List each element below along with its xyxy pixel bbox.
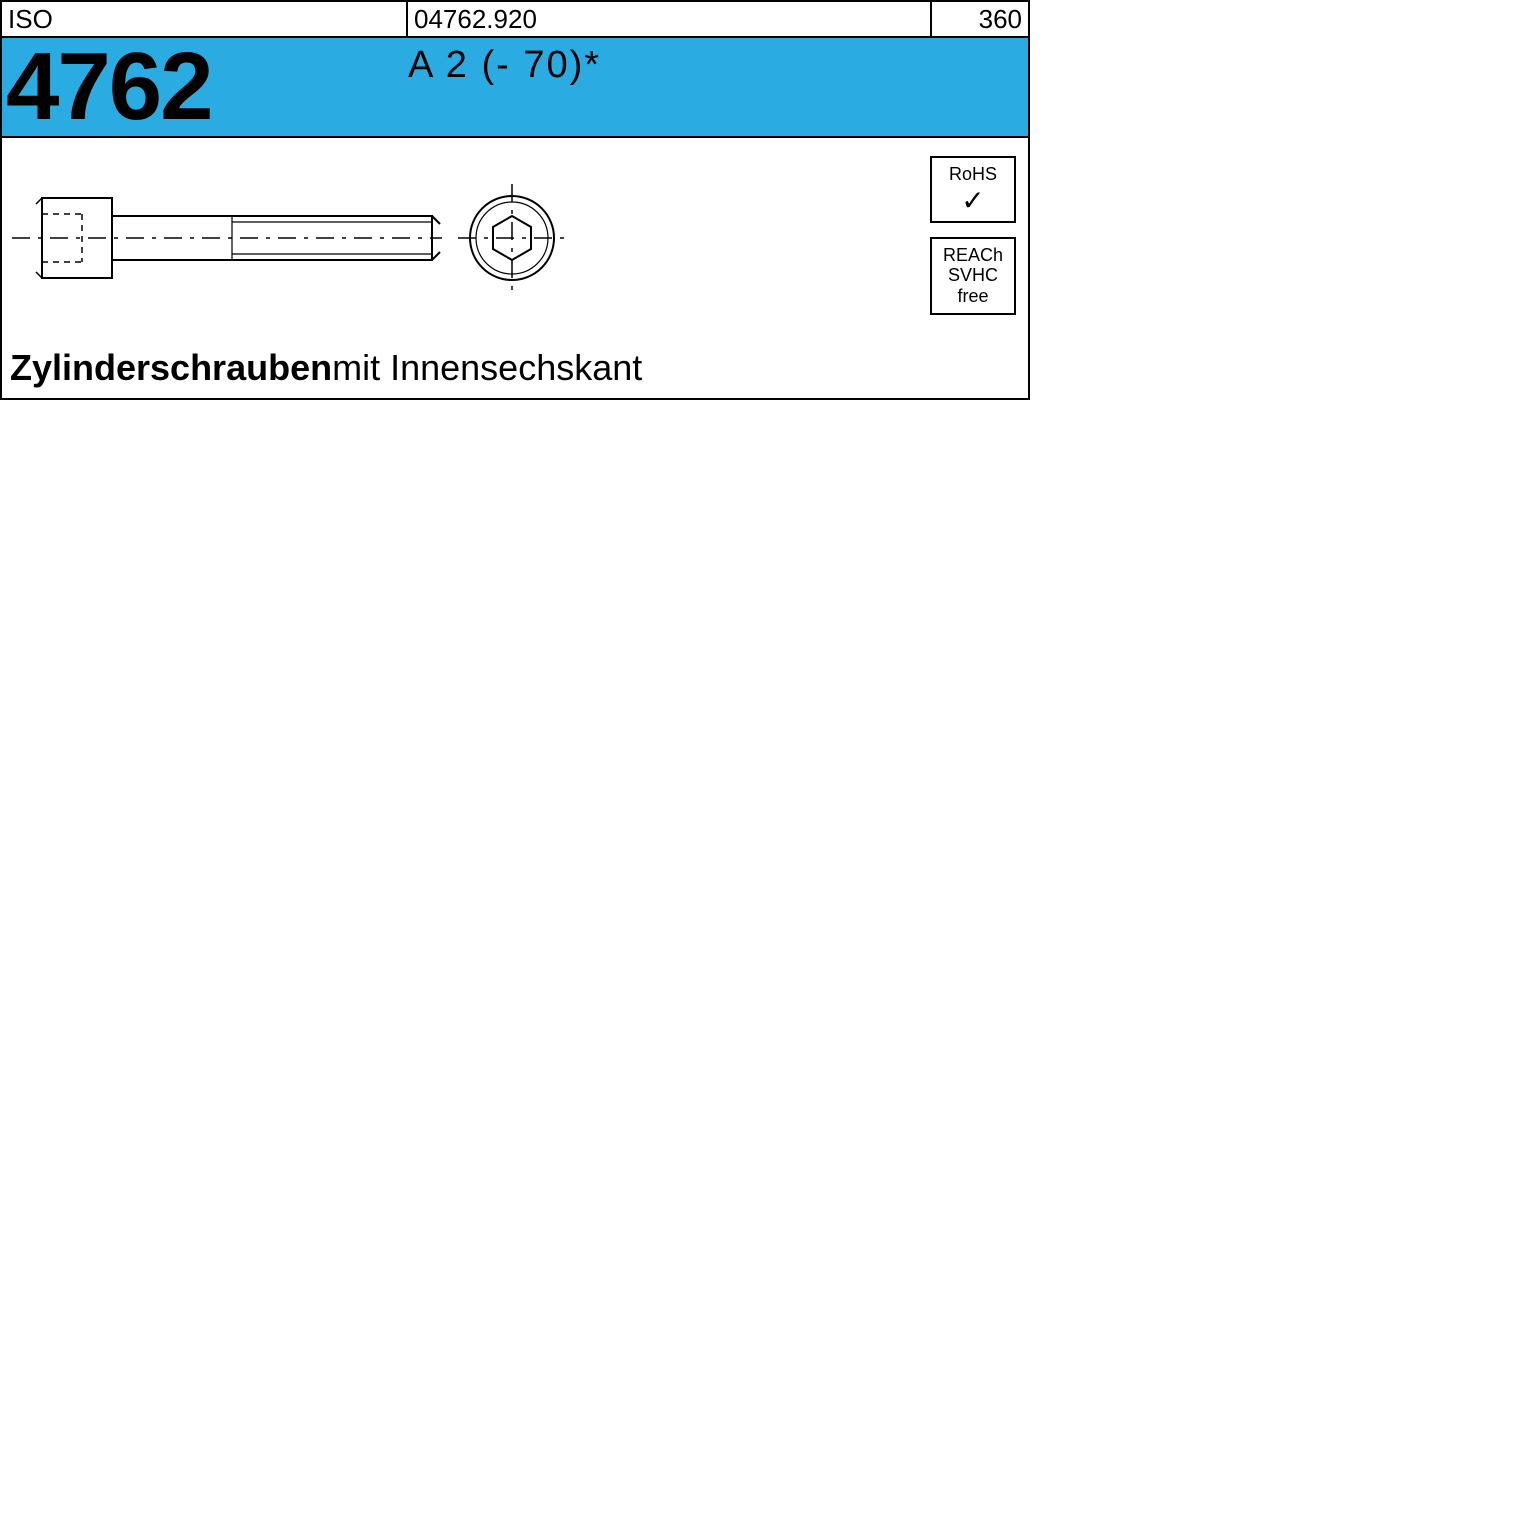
- rohs-badge: RoHS ✓: [930, 156, 1016, 223]
- reach-line1: REACh: [943, 245, 1003, 266]
- product-card: ISO 04762.920 360 4762 A 2 (- 70)*: [0, 0, 1030, 460]
- bottom-rule: [0, 398, 1030, 400]
- qty-cell: 360: [932, 2, 1030, 36]
- reach-line2: SVHC: [948, 265, 998, 286]
- reach-line3: free: [957, 286, 988, 307]
- rohs-label: RoHS: [949, 164, 997, 185]
- description-rest: mit Innensechskant: [332, 347, 642, 389]
- description-row: Zylinderschrauben mit Innensechskant: [0, 338, 1030, 398]
- check-icon: ✓: [961, 187, 984, 215]
- standard-label: ISO: [8, 4, 53, 35]
- standard-number-cell: 4762: [2, 38, 408, 136]
- code-label: 04762.920: [414, 4, 537, 35]
- compliance-badges: RoHS ✓ REACh SVHC free: [930, 156, 1016, 315]
- code-cell: 04762.920: [408, 2, 932, 36]
- reach-badge: REACh SVHC free: [930, 237, 1016, 315]
- diagram-area: RoHS ✓ REACh SVHC free: [0, 138, 1030, 338]
- standard-cell: ISO: [0, 2, 408, 36]
- title-band: 4762 A 2 (- 70)*: [0, 38, 1030, 138]
- material-label: A 2 (- 70)*: [408, 44, 601, 87]
- description-bold: Zylinderschrauben: [10, 347, 332, 389]
- material-cell: A 2 (- 70)*: [408, 38, 1028, 136]
- qty-label: 360: [979, 4, 1022, 35]
- screw-diagram: [12, 168, 572, 308]
- standard-number: 4762: [6, 39, 212, 135]
